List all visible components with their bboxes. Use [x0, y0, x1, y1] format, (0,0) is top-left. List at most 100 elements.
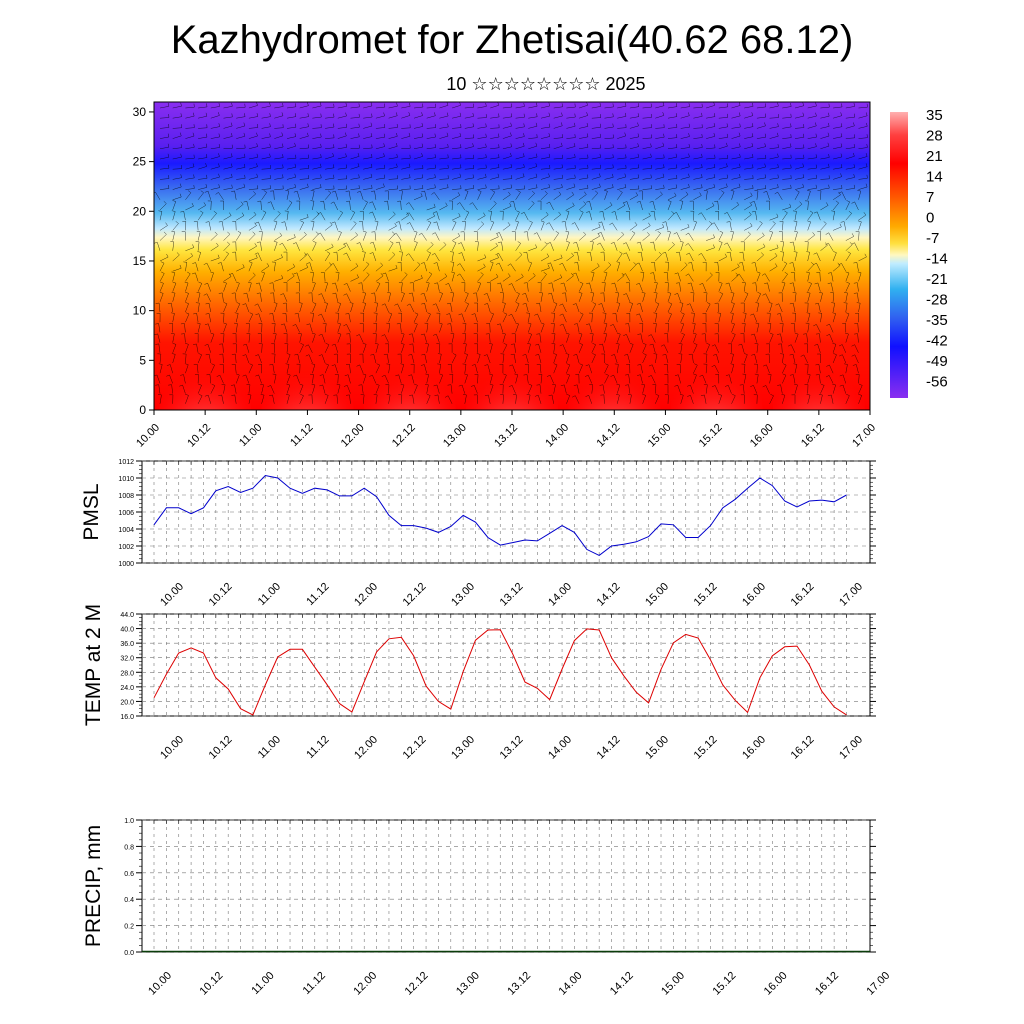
wind-barb — [617, 234, 625, 241]
wind-barb-flag — [206, 174, 208, 179]
wind-barb-flag — [439, 292, 443, 294]
wind-barb — [439, 157, 449, 160]
wind-barb-flag — [637, 374, 641, 376]
wind-barb-flag — [254, 243, 257, 247]
wind-barb — [461, 252, 466, 262]
wind-barb-flag — [777, 184, 779, 188]
wind-barb-flag — [840, 153, 843, 158]
wind-barb-flag — [752, 102, 754, 107]
wind-barb-flag — [558, 191, 562, 195]
wind-barb-flag — [462, 394, 467, 396]
wind-barb-flag — [587, 143, 589, 148]
wind-barb-flag — [573, 251, 578, 254]
wind-barb — [693, 364, 698, 374]
wind-barb-flag — [823, 221, 827, 224]
wind-barb-flag — [472, 143, 474, 147]
wind-barb-flag — [789, 302, 794, 305]
wind-barb — [210, 334, 215, 343]
wind-barb — [655, 127, 665, 129]
wind-barb — [515, 323, 519, 333]
wind-barb-flag — [420, 274, 423, 279]
wind-barb-flag — [687, 395, 691, 397]
wind-barb — [591, 176, 601, 180]
wind-barb-flag — [392, 211, 396, 215]
wind-barb — [413, 156, 423, 160]
wind-barb-flag — [840, 123, 843, 127]
wind-barb-flag — [243, 200, 247, 203]
wind-barb-flag — [532, 272, 536, 276]
wind-barb — [616, 192, 623, 200]
wind-barb — [413, 278, 423, 282]
wind-barb — [513, 354, 516, 364]
wind-barb — [528, 394, 531, 404]
wind-barb-flag — [674, 374, 679, 376]
wind-barb — [361, 282, 364, 292]
wind-barb — [159, 156, 169, 160]
wind-barb — [426, 177, 436, 180]
wind-barb — [157, 242, 161, 251]
wind-barb-flag — [663, 164, 665, 168]
wind-barb — [248, 214, 257, 221]
wind-barb — [447, 395, 453, 404]
warm-core — [466, 340, 558, 410]
wind-barb — [218, 192, 224, 200]
wind-barb-flag — [447, 123, 449, 127]
wind-barb-flag — [337, 332, 342, 335]
wind-barb — [274, 135, 283, 139]
wind-barb — [858, 178, 868, 180]
x-tick-label: 13.00 — [449, 734, 477, 762]
wind-barb — [320, 232, 326, 241]
wind-barb — [439, 135, 449, 139]
wind-barb — [515, 394, 517, 404]
wind-barb-flag — [205, 112, 208, 117]
wind-barb-flag — [357, 163, 360, 167]
wind-barb-flag — [573, 354, 577, 356]
wind-barb — [261, 212, 267, 221]
wind-barb — [579, 168, 589, 170]
wind-barb — [490, 167, 500, 170]
wind-barb-flag — [559, 262, 563, 265]
wind-barb — [459, 273, 466, 282]
wind-barb — [579, 136, 588, 139]
wind-barb-flag — [457, 232, 461, 237]
wind-barb — [337, 272, 340, 282]
wind-barb-flag — [305, 344, 309, 347]
wind-barb — [856, 262, 859, 272]
wind-barb — [350, 212, 355, 221]
wind-barb — [172, 135, 182, 139]
wind-barb — [858, 256, 867, 262]
wind-barb-flag — [458, 252, 462, 255]
wind-barb — [464, 343, 467, 353]
wind-barb — [261, 146, 271, 150]
wind-barb-flag — [434, 174, 436, 178]
wind-barb-flag — [217, 262, 222, 264]
wind-barb — [296, 272, 300, 282]
x-tick-label: 10.00 — [134, 422, 162, 450]
wind-barb — [705, 303, 711, 313]
wind-barb-flag — [784, 210, 788, 214]
wind-barb-flag — [853, 292, 858, 294]
y-tick-label: 0.6 — [124, 871, 134, 878]
wind-barb — [350, 234, 358, 241]
wind-barb-flag — [814, 282, 818, 285]
wind-barb — [197, 385, 202, 394]
wind-barb — [738, 273, 745, 282]
wind-barb-flag — [688, 103, 690, 107]
wind-barb — [426, 244, 434, 251]
x-tick-label: 12.00 — [351, 970, 379, 998]
wind-barb-flag — [637, 251, 642, 253]
wind-barb-flag — [595, 190, 599, 194]
wind-barb-flag — [371, 153, 373, 158]
wind-barb — [487, 364, 491, 374]
wind-barb-flag — [738, 343, 742, 346]
wind-barb — [731, 395, 736, 404]
wind-barb-flag — [193, 184, 195, 189]
wind-barb-flag — [171, 230, 175, 233]
wind-barb — [782, 241, 785, 251]
wind-barb-flag — [813, 262, 817, 265]
wind-barb-flag — [624, 132, 627, 136]
wind-barb — [210, 385, 216, 394]
wind-barb — [248, 282, 252, 292]
wind-barb-flag — [362, 373, 367, 376]
wind-barb — [538, 344, 542, 353]
